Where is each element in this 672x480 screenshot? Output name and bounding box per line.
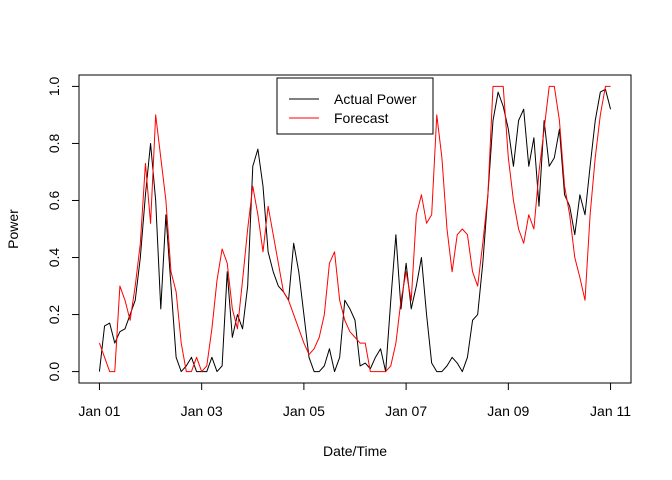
y-tick-label: 0.8 — [46, 134, 62, 154]
x-axis-label: Date/Time — [323, 443, 387, 459]
legend-label-forecast: Forecast — [334, 110, 389, 126]
x-tick-label: Jan 03 — [181, 403, 223, 419]
x-tick-label: Jan 01 — [78, 403, 120, 419]
x-tick-label: Jan 09 — [487, 403, 529, 419]
plot-frame — [78, 74, 632, 384]
y-tick-label: 0.6 — [46, 191, 62, 211]
legend-label-actual-power: Actual Power — [334, 91, 417, 107]
x-tick-label: Jan 11 — [590, 403, 631, 419]
series-line-actual-power — [98, 88, 612, 373]
x-tick-label: Jan 05 — [283, 403, 325, 419]
y-tick-label: 0.0 — [46, 362, 62, 382]
y-tick-label: 0.2 — [46, 305, 62, 325]
y-tick-label: 0.4 — [46, 248, 62, 268]
series-line-forecast — [98, 85, 611, 373]
x-tick-label: Jan 07 — [385, 403, 427, 419]
y-axis-label: Power — [5, 209, 21, 249]
series-layer — [98, 85, 612, 373]
legend-box — [276, 77, 434, 135]
legend: Actual Power Forecast — [276, 77, 434, 135]
y-tick-label: 1.0 — [46, 76, 62, 96]
